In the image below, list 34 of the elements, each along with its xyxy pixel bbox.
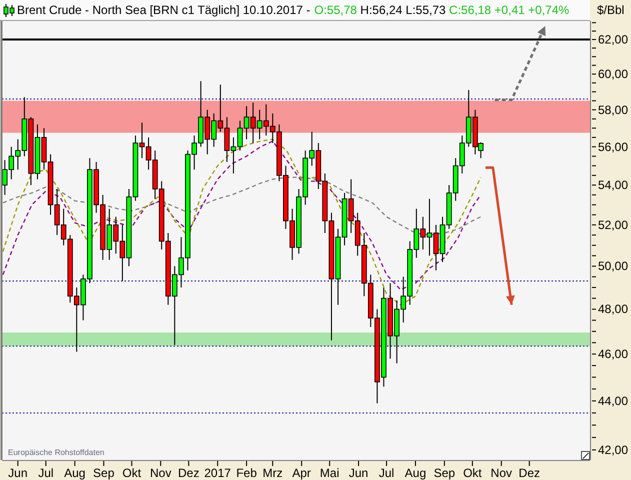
x-tick-label: Okt	[122, 466, 142, 480]
chart-subtitle: O:55,78 H:56,24 L:55,73 C:56,18 +0,41 +0,74%	[314, 3, 570, 17]
x-tick-label: Mai	[320, 466, 340, 480]
x-tick-label: Nov	[490, 466, 512, 480]
x-tick-label: Nov	[150, 466, 172, 480]
x-tick-label: Mrz	[262, 466, 283, 480]
x-tick-label: Jul	[378, 466, 394, 480]
annotation: Europäische Rohstoffdaten	[8, 448, 104, 457]
x-tick-label: Dez	[518, 466, 540, 480]
x-tick-label: Aug	[64, 466, 86, 480]
y-tick-label: 58,00	[598, 102, 628, 117]
x-tick-label: Okt	[463, 466, 482, 480]
y-tick-label: 50,00	[598, 259, 628, 274]
x-tick-label: Jun	[8, 466, 28, 480]
y-tick-label: 48,00	[598, 302, 628, 316]
y-tick-label: 52,00	[598, 218, 628, 232]
x-tick-label: Apr	[292, 466, 311, 480]
y-axis-title: $/Bbl	[597, 3, 624, 17]
x-tick-label: Feb	[236, 466, 258, 480]
x-tick-label: Jul	[38, 466, 54, 480]
y-tick-label: 46,00	[598, 347, 628, 362]
y-tick-label: 60,00	[598, 67, 628, 82]
x-tick-label: Jun	[348, 466, 368, 480]
x-tick-label: Aug	[404, 466, 426, 480]
x-tick-label: 2017	[204, 466, 232, 480]
y-tick-label: 44,00	[598, 394, 628, 408]
y-tick-label: 62,00	[598, 32, 628, 47]
x-tick-label: Sep	[93, 466, 115, 480]
x-tick-label: Dez	[178, 466, 200, 480]
y-tick-label: 54,00	[598, 178, 628, 192]
y-tick-label: 42,00	[598, 442, 628, 457]
chart-title: Brent Crude - North Sea [BRN c1 Täglich] 10.10.2017 -	[17, 3, 310, 17]
y-tick-label: 56,00	[598, 140, 628, 154]
x-tick-label: Sep	[434, 466, 456, 480]
